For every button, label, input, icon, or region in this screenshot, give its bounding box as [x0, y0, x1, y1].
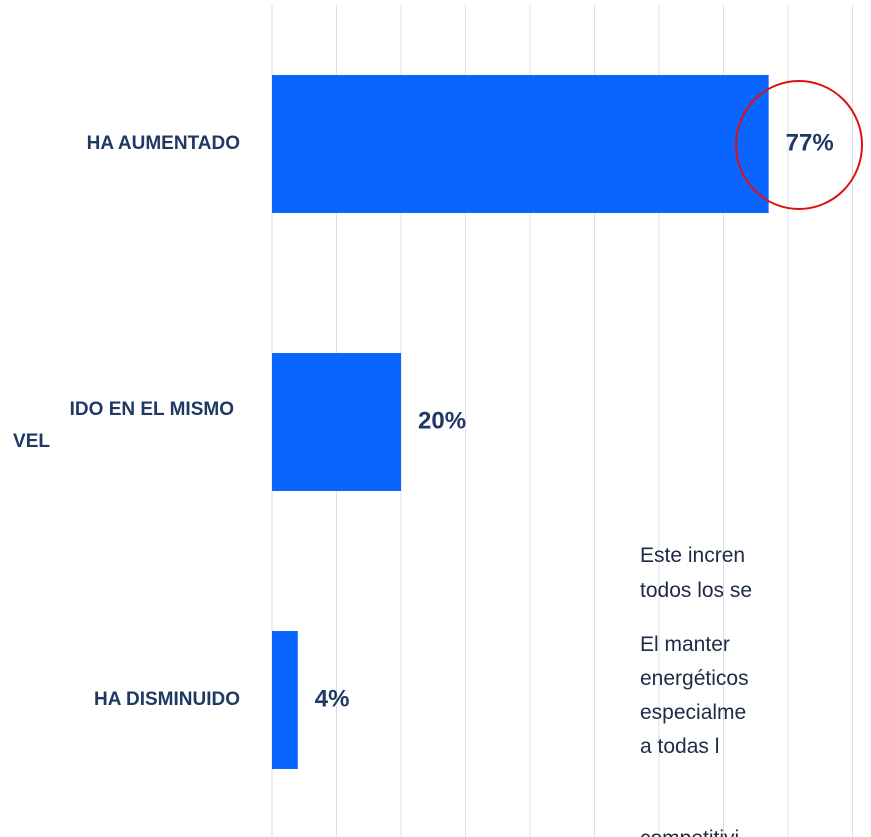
paragraph-line: El manter: [640, 633, 730, 656]
bar: [272, 631, 298, 769]
category-label: HA AUMENTADO: [87, 133, 240, 154]
bar: [272, 353, 401, 491]
paragraph-line: todos los se: [640, 579, 752, 602]
bar: [272, 75, 769, 213]
paragraph-line: especialme: [640, 701, 746, 724]
value-label: 77%: [786, 129, 834, 156]
category-label: VEL: [13, 431, 50, 452]
highlight-circle: [735, 80, 863, 210]
paragraph-line: energéticos: [640, 667, 749, 690]
paragraph-line: Este incren: [640, 544, 745, 567]
paragraph-line: a todas l: [640, 735, 719, 758]
value-label: 20%: [418, 407, 466, 434]
category-label: IDO EN EL MISMO: [70, 399, 234, 420]
category-label: HA DISMINUIDO: [94, 689, 240, 710]
paragraph-line: competitivi: [640, 827, 739, 837]
value-label: 4%: [315, 685, 350, 712]
